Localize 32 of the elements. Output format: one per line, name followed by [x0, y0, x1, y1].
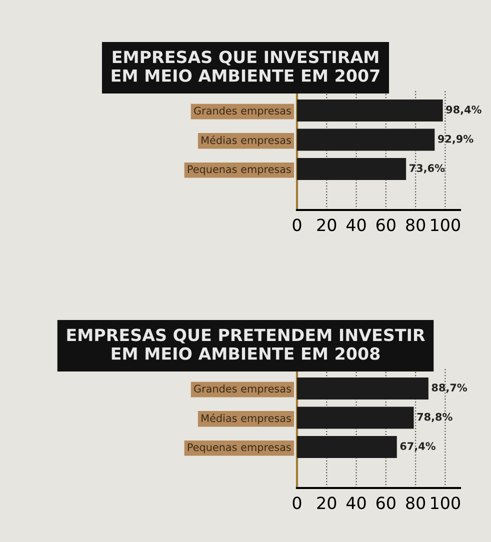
x-tick-label: 100	[431, 218, 460, 232]
x-tick-label: 60	[376, 218, 396, 232]
x-tick-label: 40	[346, 218, 366, 232]
x-tick-label: 80	[406, 496, 426, 510]
data-label: 92,9%	[438, 134, 474, 144]
bar	[297, 158, 406, 180]
data-label: 78,8%	[417, 412, 452, 422]
y-tick-label: Grandes empresas	[194, 384, 291, 395]
y-tick-label: Pequenas empresas	[188, 165, 291, 176]
bar	[297, 436, 397, 458]
data-label: 98,4%	[446, 106, 482, 115]
data-label: 73,6%	[410, 164, 445, 174]
bar	[297, 406, 414, 429]
x-tick-label: 80	[406, 218, 426, 232]
y-tick-label: Médias empresas	[202, 414, 291, 424]
x-tick-label: 20	[317, 218, 336, 232]
data-label: 88,7%	[432, 384, 468, 393]
x-tick-label: 20	[317, 496, 336, 510]
bar	[297, 128, 435, 151]
chart-title: EMPRESAS QUE INVESTIRAM EM MEIO AMBIENTE EM 2007	[112, 50, 380, 82]
x-tick-label: 0	[292, 218, 302, 232]
bar	[297, 378, 428, 400]
chart-title: EMPRESAS QUE PRETENDEM INVESTIR EM MEIO AMBIENTE EM 2008	[67, 328, 425, 360]
x-tick-label: 60	[376, 496, 396, 510]
x-tick-label: 100	[431, 496, 460, 510]
x-tick-label: 40	[346, 496, 366, 510]
bar	[297, 100, 443, 122]
data-label: 67,4%	[400, 442, 436, 452]
y-tick-label: Médias empresas	[202, 136, 291, 146]
y-tick-label: Grandes empresas	[194, 106, 291, 117]
x-tick-label: 0	[292, 496, 302, 510]
y-tick-label: Pequenas empresas	[188, 443, 291, 454]
